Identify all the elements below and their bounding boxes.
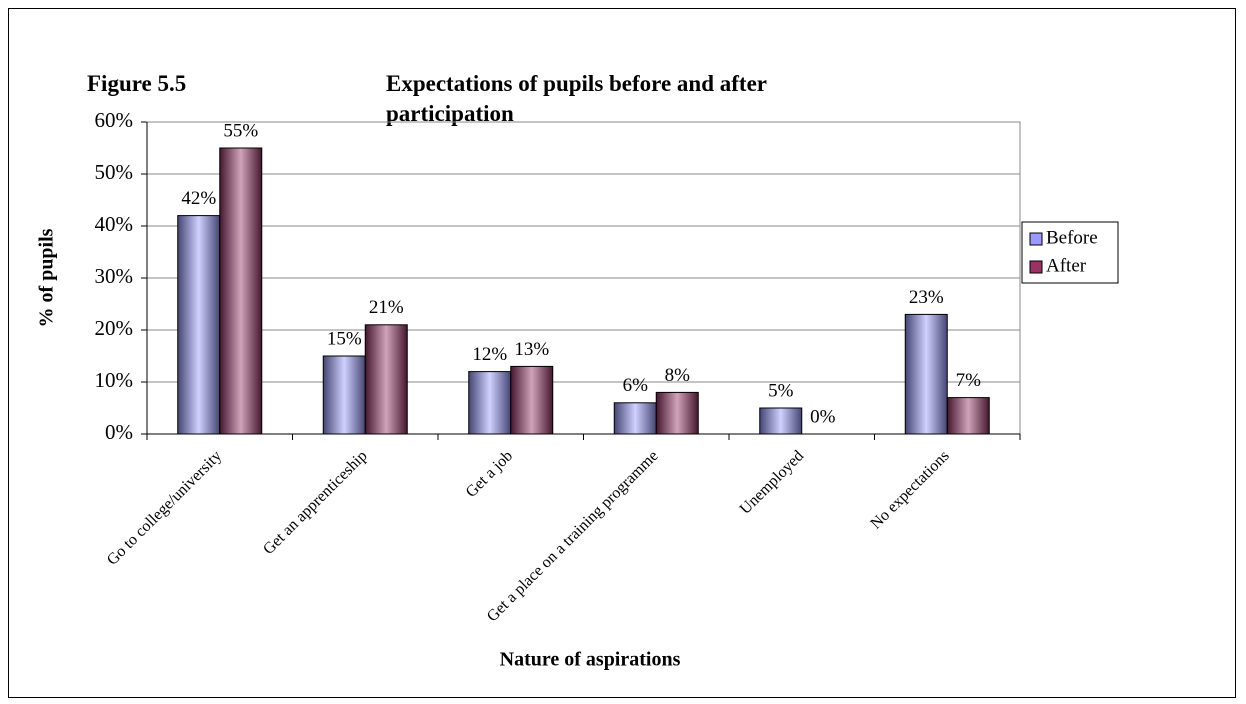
x-tick-label: Get an apprenticeship [260,447,371,558]
data-label: 55% [223,120,258,141]
data-label: 5% [768,380,794,401]
x-axis-title: Nature of aspirations [500,649,681,671]
data-label: 0% [810,406,836,427]
y-axis-title: % of pupils [36,228,58,327]
data-label: 7% [956,370,982,391]
frame [8,8,1236,698]
y-tick-label: 20% [95,316,134,340]
legend-swatch [1029,260,1043,274]
data-label: 12% [472,344,507,365]
data-label: 6% [623,375,649,396]
y-tick-label: 50% [95,160,134,184]
y-tick-label: 10% [95,368,134,392]
data-label: 13% [514,339,549,360]
bar [510,365,554,435]
legend-swatch [1029,232,1043,246]
legend-label: Before [1046,227,1098,248]
bar [613,402,657,435]
bar [946,397,990,435]
x-tick-label: Get a place on a training programme [484,447,662,625]
x-tick-label: Go to college/university [104,447,225,568]
data-label: 42% [181,188,216,209]
bar [468,371,512,435]
bar [759,407,803,435]
bar [655,391,699,435]
x-tick-label: No expectations [867,447,952,532]
figure-label: Figure 5.5 [87,71,187,96]
y-tick-label: 30% [95,264,134,288]
y-tick-label: 0% [105,420,133,444]
bar [364,324,408,435]
bar [177,215,221,435]
x-tick-label: Get a job [463,447,516,500]
data-label: 8% [665,365,691,386]
data-label: 15% [327,328,362,349]
y-tick-label: 60% [95,108,134,132]
data-label: 21% [369,297,404,318]
bar [322,355,366,435]
y-tick-label: 40% [95,212,134,236]
data-label: 23% [909,287,944,308]
x-tick-label: Unemployed [737,447,807,517]
legend-label: After [1046,255,1087,276]
bar [219,147,263,435]
bar [904,313,948,435]
